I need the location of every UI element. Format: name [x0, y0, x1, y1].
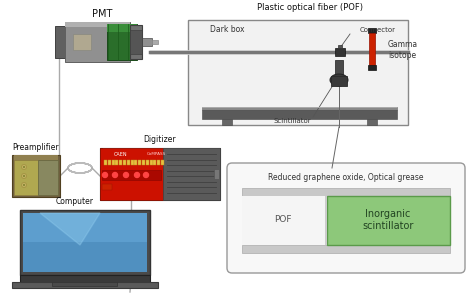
Bar — [14, 155, 58, 160]
Text: Scintillator: Scintillator — [273, 118, 311, 124]
Bar — [146, 160, 149, 165]
Bar — [161, 160, 164, 165]
Bar — [338, 45, 342, 48]
Bar — [202, 107, 397, 110]
Bar — [119, 160, 122, 165]
Text: Computer: Computer — [56, 198, 94, 206]
Text: Dark box: Dark box — [210, 24, 245, 34]
Text: CoMPASS: CoMPASS — [147, 152, 166, 156]
Bar — [12, 282, 158, 288]
Text: CAEN: CAEN — [114, 151, 128, 157]
Bar — [335, 60, 343, 75]
FancyBboxPatch shape — [227, 163, 465, 273]
Bar — [157, 160, 160, 165]
Bar — [188, 20, 408, 125]
Bar — [131, 160, 134, 165]
Bar — [38, 160, 58, 195]
Text: Gamma
isotope: Gamma isotope — [388, 40, 418, 60]
Ellipse shape — [330, 74, 348, 86]
Text: Inorganic
scintillator: Inorganic scintillator — [362, 209, 414, 231]
Bar — [369, 33, 375, 65]
Circle shape — [144, 173, 148, 178]
Circle shape — [124, 173, 128, 178]
Bar — [242, 196, 325, 245]
Bar — [23, 213, 147, 242]
Bar — [202, 107, 397, 108]
Bar — [214, 169, 219, 179]
Bar — [163, 148, 220, 200]
Ellipse shape — [21, 165, 27, 170]
Bar — [142, 160, 145, 165]
Bar — [115, 160, 118, 165]
Bar — [222, 119, 232, 125]
Ellipse shape — [23, 175, 25, 177]
Bar — [20, 210, 150, 275]
Bar — [130, 30, 142, 54]
Bar — [107, 24, 137, 60]
Text: Preamplifier: Preamplifier — [13, 143, 59, 151]
Text: POF: POF — [274, 216, 292, 225]
Bar — [100, 148, 220, 200]
Bar — [154, 160, 156, 165]
Bar — [368, 28, 376, 33]
Bar — [152, 40, 158, 44]
Bar — [138, 160, 141, 165]
Ellipse shape — [23, 166, 25, 168]
Bar — [100, 148, 163, 200]
Bar — [127, 160, 130, 165]
Bar — [107, 24, 137, 32]
Bar — [242, 196, 450, 245]
Bar — [104, 160, 107, 165]
Ellipse shape — [21, 182, 27, 187]
Bar — [130, 25, 142, 59]
Bar — [23, 213, 147, 272]
Bar — [142, 38, 152, 46]
Bar — [123, 160, 126, 165]
Bar — [65, 22, 130, 62]
Bar — [108, 160, 111, 165]
Bar — [242, 245, 450, 253]
Bar — [368, 65, 376, 70]
Bar — [14, 160, 38, 195]
Polygon shape — [40, 213, 100, 245]
Bar — [12, 155, 60, 197]
Bar — [202, 110, 397, 119]
Bar — [331, 76, 347, 86]
Bar — [150, 160, 153, 165]
Bar — [325, 196, 327, 245]
Ellipse shape — [21, 173, 27, 178]
Bar — [52, 282, 117, 286]
Bar — [102, 184, 112, 190]
Bar — [335, 48, 345, 56]
Bar — [73, 34, 91, 50]
Text: PMT: PMT — [92, 9, 112, 19]
Bar — [65, 22, 130, 27]
Bar — [103, 148, 220, 153]
Bar — [111, 160, 115, 165]
Bar — [135, 160, 137, 165]
Bar — [327, 196, 450, 245]
Text: Reduced graphene oxide, Optical grease: Reduced graphene oxide, Optical grease — [268, 173, 424, 182]
Text: Connector: Connector — [360, 27, 396, 33]
Ellipse shape — [23, 184, 25, 186]
Text: Digitizer: Digitizer — [144, 135, 176, 145]
Circle shape — [112, 173, 118, 178]
Bar — [367, 119, 377, 125]
Bar — [55, 26, 65, 58]
Circle shape — [135, 173, 139, 178]
Bar — [242, 188, 450, 196]
Text: Plastic optical fiber (POF): Plastic optical fiber (POF) — [257, 4, 363, 12]
Circle shape — [102, 173, 108, 178]
Bar — [102, 170, 161, 180]
Bar — [20, 275, 150, 283]
